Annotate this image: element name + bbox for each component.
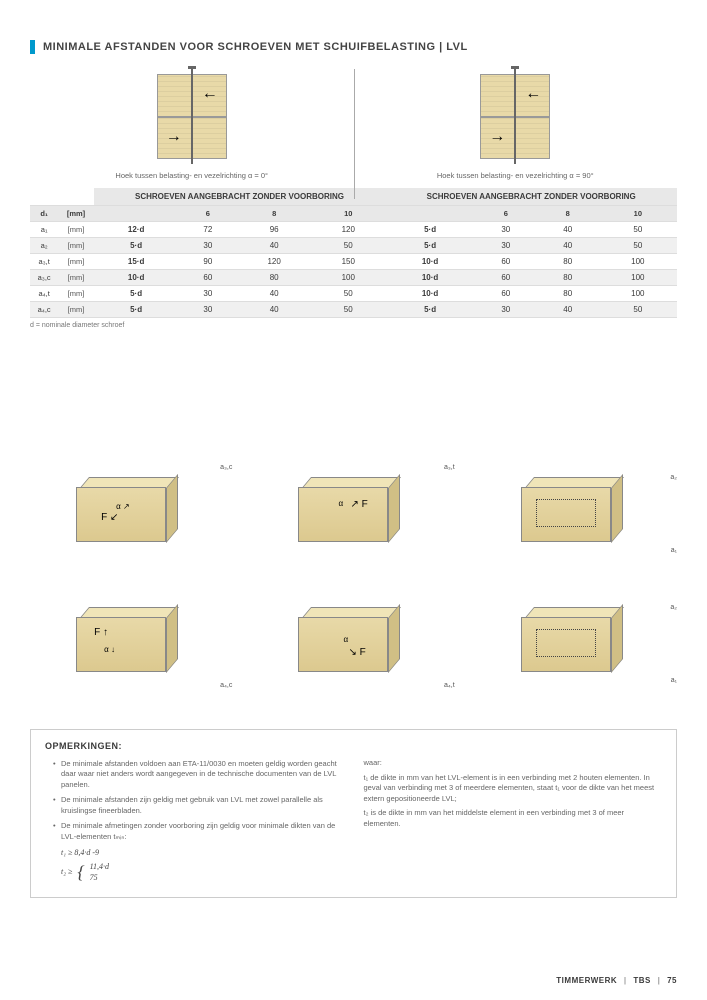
section-head-left: SCHROEVEN AANGEBRACHT ZONDER VOORBORING — [94, 188, 386, 206]
wood-block-left: ← → — [157, 74, 227, 159]
iso-tr: a₂ a₁ — [485, 459, 667, 559]
remarks-bullet: De minimale afmetingen zonder voorboring… — [53, 821, 344, 842]
spacing-table: SCHROEVEN AANGEBRACHT ZONDER VOORBORING … — [30, 188, 677, 318]
t1-text: t₁ de dikte in mm van het LVL-element is… — [364, 773, 663, 805]
remarks-right-col: waar: t₁ de dikte in mm van het LVL-elem… — [364, 740, 663, 887]
formula-1: t₁ ≥ 8,4·d -9 — [61, 847, 344, 858]
page-footer: TIMMERWERK | TBS | 75 — [556, 976, 677, 985]
caption-left: Hoek tussen belasting- en vezelrichting … — [115, 171, 268, 180]
formula-2: t₂ ≥ { 11,4·d 75 — [61, 861, 344, 883]
remarks-list: De minimale afstanden voldoen aan ETA-11… — [45, 759, 344, 843]
iso-tl: F ↙ α ↗ a₃,c — [40, 459, 222, 559]
iso-bm: α ↘ F a₄,t — [262, 589, 444, 689]
section-head-right: SCHROEVEN AANGEBRACHT ZONDER VOORBORING — [385, 188, 677, 206]
remarks-heading: OPMERKINGEN: — [45, 740, 344, 753]
page-title: MINIMALE AFSTANDEN VOOR SCHROEVEN MET SC… — [43, 41, 468, 53]
title-accent — [30, 40, 35, 54]
table-row: a₁[mm]12·d72961205·d304050 — [30, 222, 677, 238]
footer-page: 75 — [667, 976, 677, 985]
table-footnote: d = nominale diameter schroef — [30, 322, 677, 329]
table-row: a₄,c[mm]5·d3040505·d304050 — [30, 302, 677, 318]
iso-bl: F ↑ α ↓ a₄,c — [40, 589, 222, 689]
diagram-left-col: ← → Hoek tussen belasting- en vezelricht… — [36, 74, 347, 180]
isometric-diagrams: F ↙ α ↗ a₃,c α ↗ F a₃,t a₂ a₁ F ↑ α ↓ a₄… — [40, 459, 667, 689]
caption-right: Hoek tussen belasting- en vezelrichting … — [437, 171, 594, 180]
remarks-left-col: OPMERKINGEN: De minimale afstanden voldo… — [45, 740, 344, 887]
t2-text: t₂ is de dikte in mm van het middelste e… — [364, 808, 663, 829]
table-row: a₃,c[mm]10·d608010010·d6080100 — [30, 270, 677, 286]
footer-sub: TBS — [633, 976, 651, 985]
table-row: a₂[mm]5·d3040505·d304050 — [30, 238, 677, 254]
screw-icon — [191, 69, 193, 164]
table-col-head-row: d₁ [mm] 6 8 10 6 8 10 — [30, 206, 677, 222]
table-row: a₄,t[mm]5·d30405010·d6080100 — [30, 286, 677, 302]
remarks-bullet: De minimale afstanden voldoen aan ETA-11… — [53, 759, 344, 791]
page-title-bar: MINIMALE AFSTANDEN VOOR SCHROEVEN MET SC… — [30, 40, 677, 54]
iso-tm: α ↗ F a₃,t — [262, 459, 444, 559]
iso-br: a₂ a₁ — [485, 589, 667, 689]
footer-section: TIMMERWERK — [556, 976, 617, 985]
screw-icon — [514, 69, 516, 164]
remarks-box: OPMERKINGEN: De minimale afstanden voldo… — [30, 729, 677, 898]
vertical-divider — [354, 69, 355, 199]
table-row: a₃,t[mm]15·d9012015010·d6080100 — [30, 254, 677, 270]
top-diagrams: ← → Hoek tussen belasting- en vezelricht… — [30, 74, 677, 180]
diagram-right-col: ← → Hoek tussen belasting- en vezelricht… — [360, 74, 671, 180]
wood-block-right: ← → — [480, 74, 550, 159]
remarks-bullet: De minimale afstanden zijn geldig met ge… — [53, 795, 344, 816]
waar-label: waar: — [364, 758, 663, 769]
